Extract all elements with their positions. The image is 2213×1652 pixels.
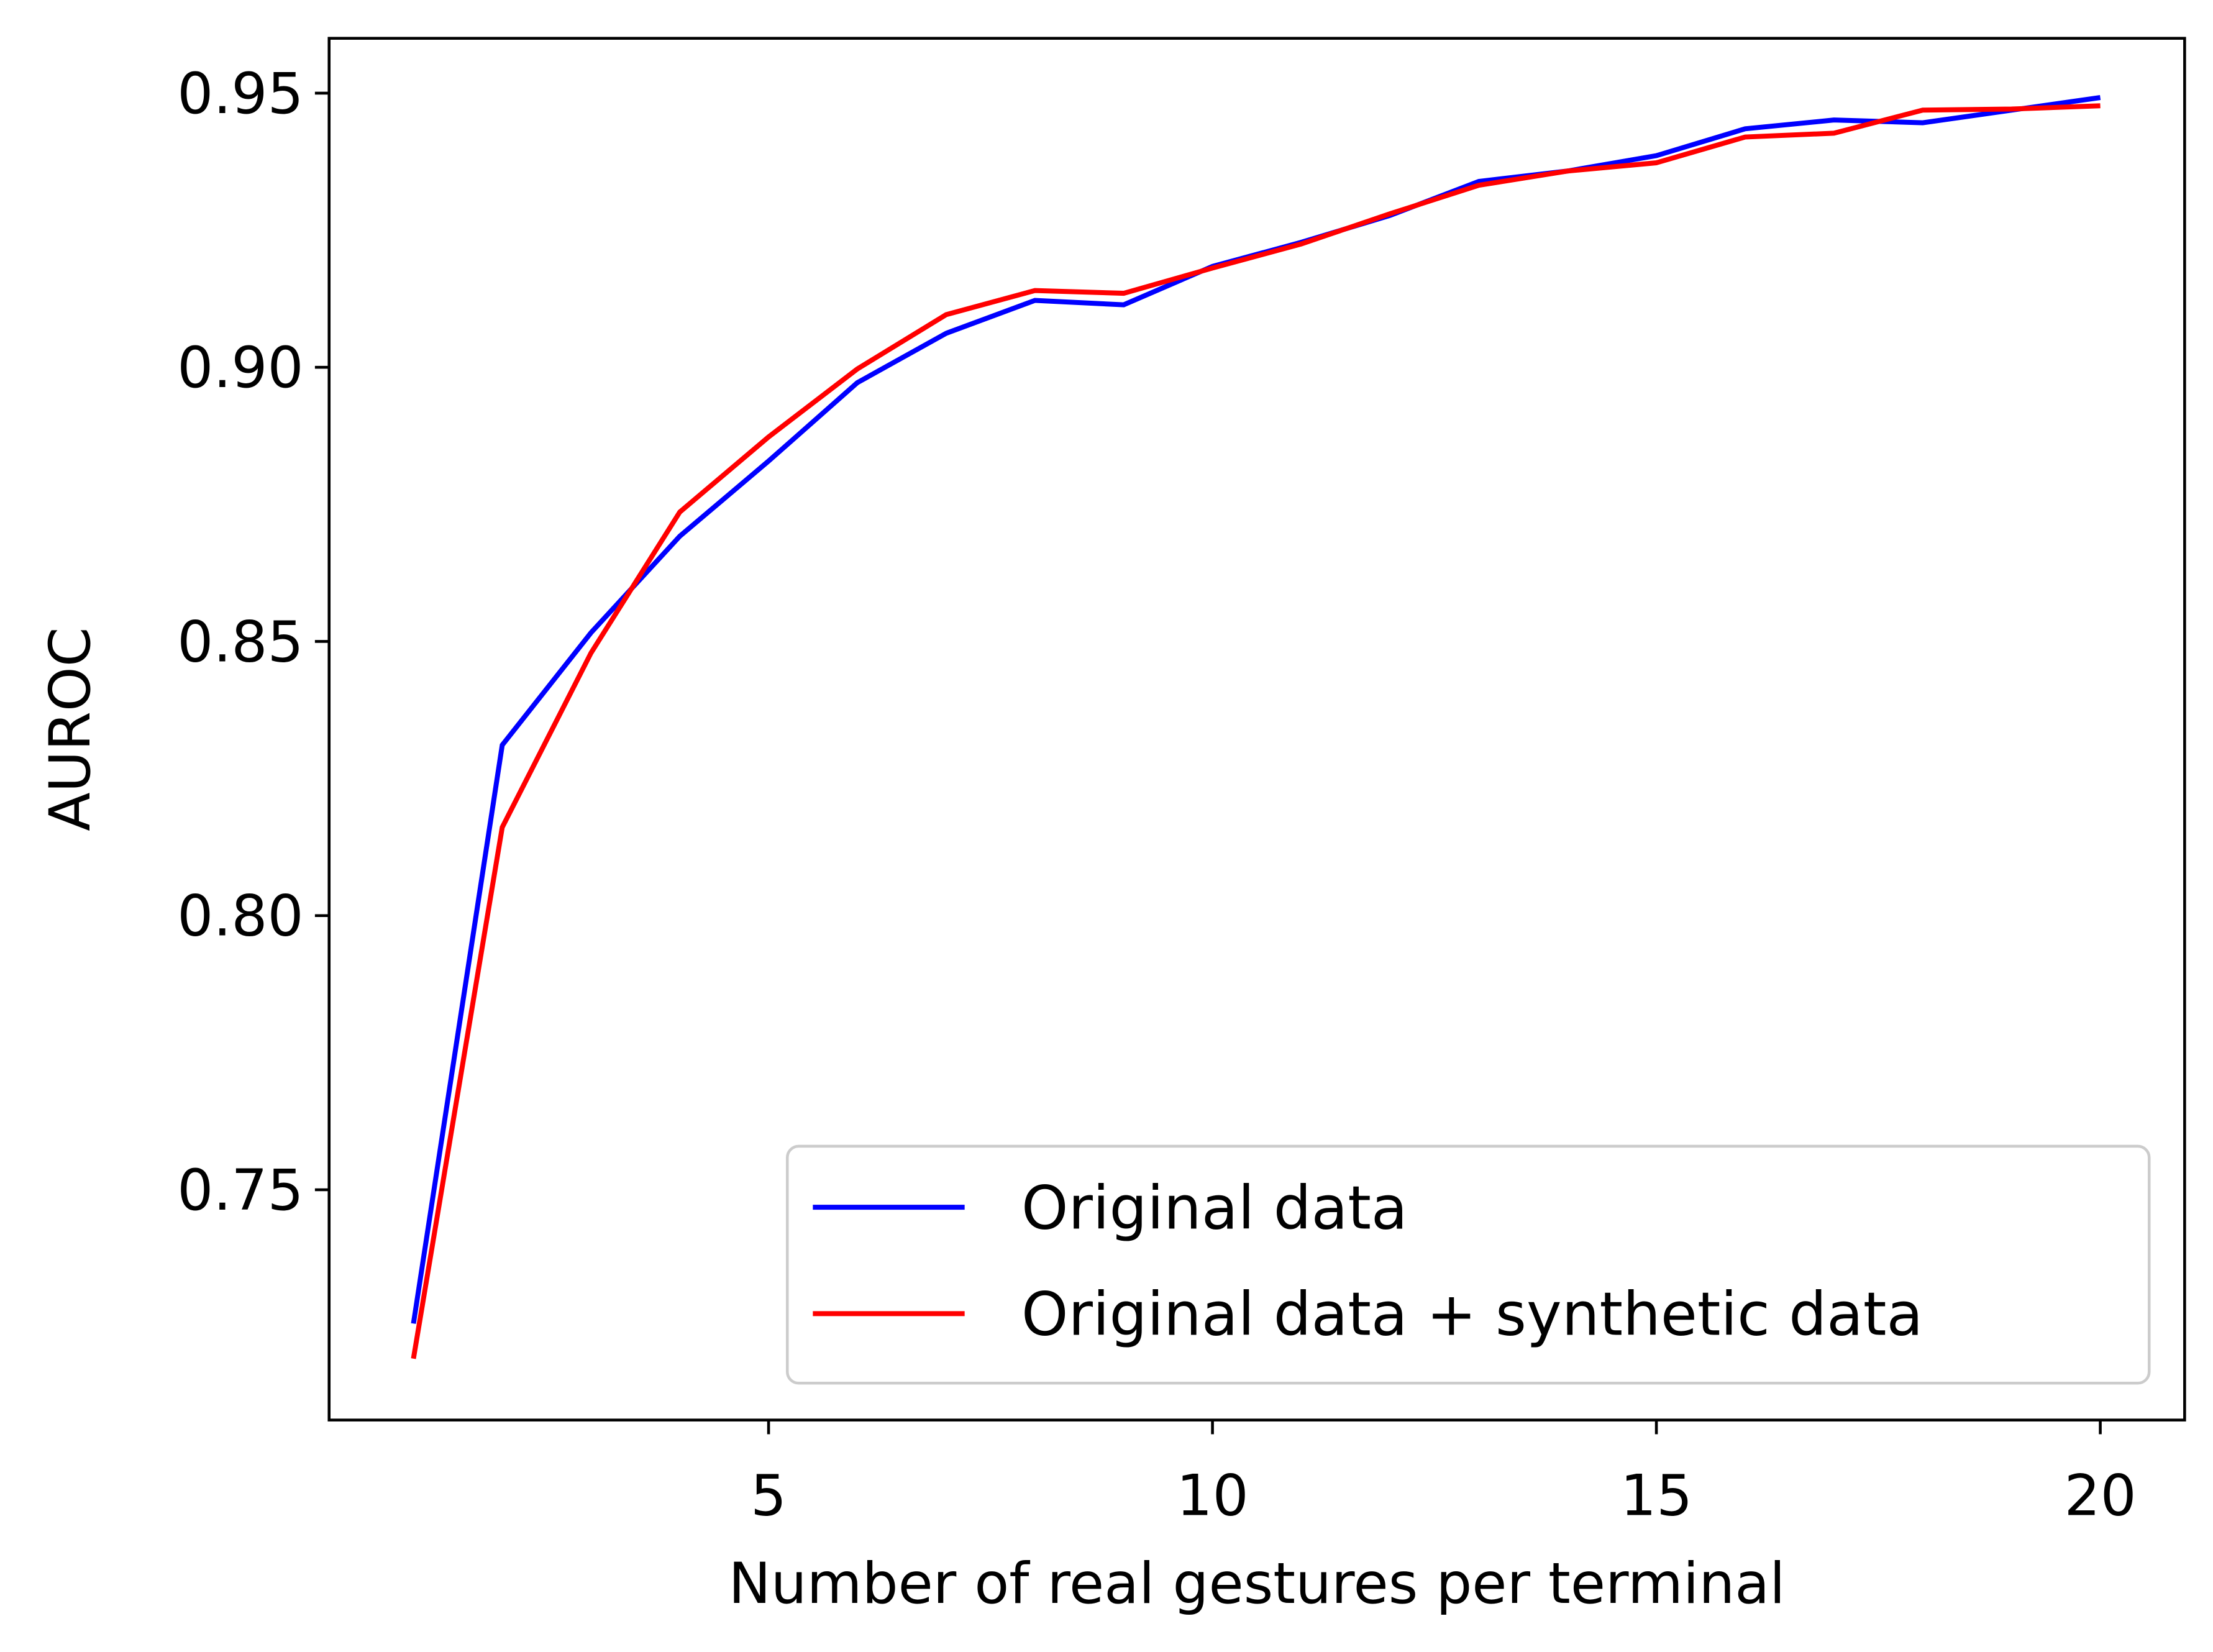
x-tick-label: 5 [751, 1463, 787, 1529]
x-tick-label: 15 [1620, 1463, 1692, 1529]
y-tick-label: 0.90 [177, 334, 303, 401]
y-tick-label: 0.85 [177, 608, 303, 675]
legend-box [785, 1144, 2151, 1385]
x-tick-label: 20 [2064, 1463, 2136, 1529]
x-axis-label: Number of real gestures per terminal [728, 1550, 1785, 1617]
legend-label: Original data [1021, 1173, 1408, 1243]
y-axis-label: AUROC [37, 627, 103, 831]
legend-label: Original data + synthetic data [1021, 1280, 1923, 1349]
y-tick-label: 0.75 [177, 1157, 303, 1223]
y-tick-label: 0.80 [177, 883, 303, 949]
data-line [411, 103, 2101, 1359]
y-tick-label: 0.95 [177, 60, 303, 127]
data-line [411, 95, 2101, 1324]
legend: Original data Original data + synthetic d… [785, 1144, 2151, 1385]
plot-frame [327, 37, 2186, 1422]
x-tick-label: 10 [1176, 1463, 1248, 1529]
